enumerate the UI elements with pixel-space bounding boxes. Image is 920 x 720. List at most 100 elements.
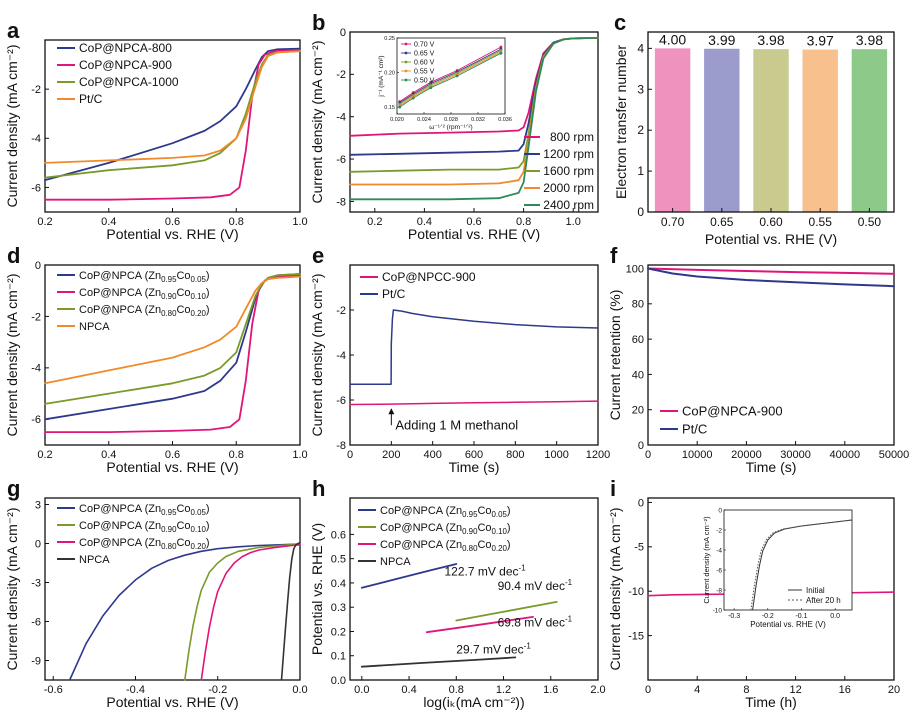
legend-label: CoP@NPCA-900 bbox=[682, 404, 783, 419]
inset-legend-label: 0.65 V bbox=[414, 51, 435, 58]
text-part: 0.20 bbox=[492, 544, 508, 553]
text-part: Co bbox=[176, 304, 190, 316]
x-tick-label: 0.60 bbox=[759, 215, 783, 229]
x-tick-label: 1000 bbox=[544, 449, 568, 461]
text-part: 0.10 bbox=[191, 525, 207, 534]
text-part: CoP@NPCA (Zn bbox=[79, 304, 161, 316]
text-part: Co bbox=[176, 520, 190, 532]
y-tick-label: -10 bbox=[628, 586, 644, 598]
legend-label: Initial bbox=[806, 586, 825, 595]
x-tick-label: 0.50 bbox=[858, 215, 882, 229]
inset-y-tick-label: 0.20 bbox=[384, 71, 395, 77]
text-part: CoP@NPCA (Zn bbox=[380, 522, 462, 534]
y-tick-label: -6 bbox=[336, 154, 346, 166]
panel-b-inset: 0.020 0.024 0.028 0.032 0.036 0.15 0.20 0.25 ω⁻¹… bbox=[378, 36, 512, 131]
text-part: 0.90 bbox=[161, 292, 177, 301]
y-axis-label: Current density (mA cm⁻²) bbox=[4, 45, 20, 208]
slope-label: 122.7 mV dec-1 bbox=[444, 564, 526, 579]
y-tick-label: -4 bbox=[336, 350, 346, 362]
inset-y-tick-label: 0 bbox=[718, 508, 722, 515]
y-tick-label: 100 bbox=[626, 263, 644, 275]
x-tick-label: 0 bbox=[645, 684, 651, 696]
y-tick-label: 0.0 bbox=[331, 675, 346, 687]
text-part: 29.7 mV dec bbox=[456, 642, 523, 656]
inset-x-tick-label: 0.0 bbox=[830, 613, 840, 620]
y-axis-label: Potential vs. RHE (V) bbox=[309, 523, 325, 655]
x-tick-label: 0.4 bbox=[101, 449, 116, 461]
panel-h: 0.0 0.4 0.8 1.2 1.6 2.0 0.0 0.1 0.2 0.3 0.4 0.5 0.6 l… bbox=[309, 476, 606, 710]
inset-legend-label: 0.50 V bbox=[414, 78, 435, 85]
inset-y-label: j⁻¹ (mA⁻¹ cm²) bbox=[378, 55, 385, 97]
inset-legend-marker bbox=[404, 42, 408, 46]
series-line bbox=[184, 543, 301, 681]
bar-value-label: 3.98 bbox=[757, 32, 784, 48]
x-tick-label: -0.6 bbox=[44, 684, 63, 696]
text-part: ) bbox=[206, 287, 210, 299]
y-tick-label: -6 bbox=[31, 182, 41, 194]
x-tick-label: 1.6 bbox=[543, 684, 558, 696]
panel-label: e bbox=[312, 243, 324, 268]
bar-value-label: 3.97 bbox=[807, 33, 834, 49]
inset-legend-label: 0.70 V bbox=[414, 42, 435, 49]
x-tick-label: 0.2 bbox=[367, 216, 382, 228]
x-tick-label: 0.65 bbox=[710, 215, 734, 229]
x-tick-label: 0.6 bbox=[165, 449, 180, 461]
text-part: 0.95 bbox=[462, 510, 478, 519]
panel-label: a bbox=[7, 18, 20, 43]
inset-x-tick-label: -0.3 bbox=[728, 613, 740, 620]
y-axis-label: Current density (mA cm⁻²) bbox=[4, 274, 20, 437]
y-tick-label: 3 bbox=[35, 499, 41, 511]
y-tick-label: 4 bbox=[637, 41, 644, 55]
inset-y-label: Current density (mA cm⁻²) bbox=[702, 516, 711, 604]
inset-x-tick-label: 0.028 bbox=[444, 117, 458, 123]
x-axis-label: Potential vs. RHE (V) bbox=[705, 231, 837, 247]
legend-label: CoP@NPCA (Zn0.90Co0.10) bbox=[79, 287, 210, 301]
x-tick-label: 0.2 bbox=[37, 449, 52, 461]
bar-value-label: 3.99 bbox=[708, 32, 735, 48]
x-tick-label: 2.0 bbox=[590, 684, 605, 696]
text-part: CoP@NPCA (Zn bbox=[79, 287, 161, 299]
panel-label: g bbox=[7, 476, 20, 501]
text-part: 0.80 bbox=[462, 544, 478, 553]
x-tick-label: 1.0 bbox=[292, 216, 307, 228]
text-part: 0.95 bbox=[161, 508, 177, 517]
y-tick-label: -8 bbox=[336, 196, 346, 208]
y-tick-label: 0.3 bbox=[331, 602, 346, 614]
x-tick-label: 600 bbox=[465, 449, 483, 461]
y-tick-label: -4 bbox=[31, 133, 41, 145]
y-axis-label: Current density (mA cm⁻²) bbox=[309, 41, 325, 204]
text-part: 0.05 bbox=[492, 510, 508, 519]
text-part: CoP@NPCA-800 bbox=[79, 41, 172, 55]
y-tick-label: 0 bbox=[35, 538, 41, 550]
panel-a: 0.2 0.4 0.6 0.8 1.0 -6 -4 -2 Potential vs. RHE (… bbox=[4, 18, 308, 242]
y-axis-label: Current density (mA cm⁻²) bbox=[607, 508, 623, 671]
legend-label: CoP@NPCA (Zn0.80Co0.20) bbox=[79, 304, 210, 318]
y-tick-label: -15 bbox=[628, 630, 644, 642]
x-tick-label: 0.70 bbox=[661, 215, 685, 229]
text-part: 0.05 bbox=[191, 275, 207, 284]
x-tick-label: 16 bbox=[839, 684, 851, 696]
text-part: Initial bbox=[806, 586, 825, 595]
inset-data-point bbox=[398, 105, 402, 109]
plot-frame bbox=[647, 264, 895, 446]
legend-label: CoP@NPCA-800 bbox=[79, 41, 172, 55]
text-part: ) bbox=[507, 539, 511, 551]
panel-label: h bbox=[312, 476, 325, 501]
y-tick-label: -9 bbox=[31, 655, 41, 667]
panel-b: 0.2 0.4 0.6 0.8 1.0 -8 -6 -4 -2 0 Potential vs. RH… bbox=[309, 10, 599, 242]
series-line bbox=[44, 50, 301, 164]
plot-frame bbox=[647, 497, 895, 681]
legend-label: CoP@NPCA (Zn0.80Co0.20) bbox=[380, 539, 511, 553]
text-part: 0.10 bbox=[191, 292, 207, 301]
x-tick-label: -0.2 bbox=[208, 684, 227, 696]
text-part: CoP@NPCA (Zn bbox=[79, 537, 161, 549]
inset-y-tick-label: -2 bbox=[716, 528, 722, 535]
panel-g: -0.6 -0.4 -0.2 0.0 -9 -6 -3 0 3 Potential vs. RHE… bbox=[4, 476, 308, 710]
inset-x-label: ω⁻¹ᐟ² (rpm⁻¹ᐟ²) bbox=[429, 124, 472, 131]
y-tick-label: 0 bbox=[340, 27, 346, 39]
legend-label: After 20 h bbox=[806, 596, 841, 605]
text-part: 90.4 mV dec bbox=[498, 579, 565, 593]
series-line bbox=[647, 267, 895, 275]
text-part: CoP@NPCA (Zn bbox=[380, 505, 462, 517]
text-part: ) bbox=[206, 520, 210, 532]
